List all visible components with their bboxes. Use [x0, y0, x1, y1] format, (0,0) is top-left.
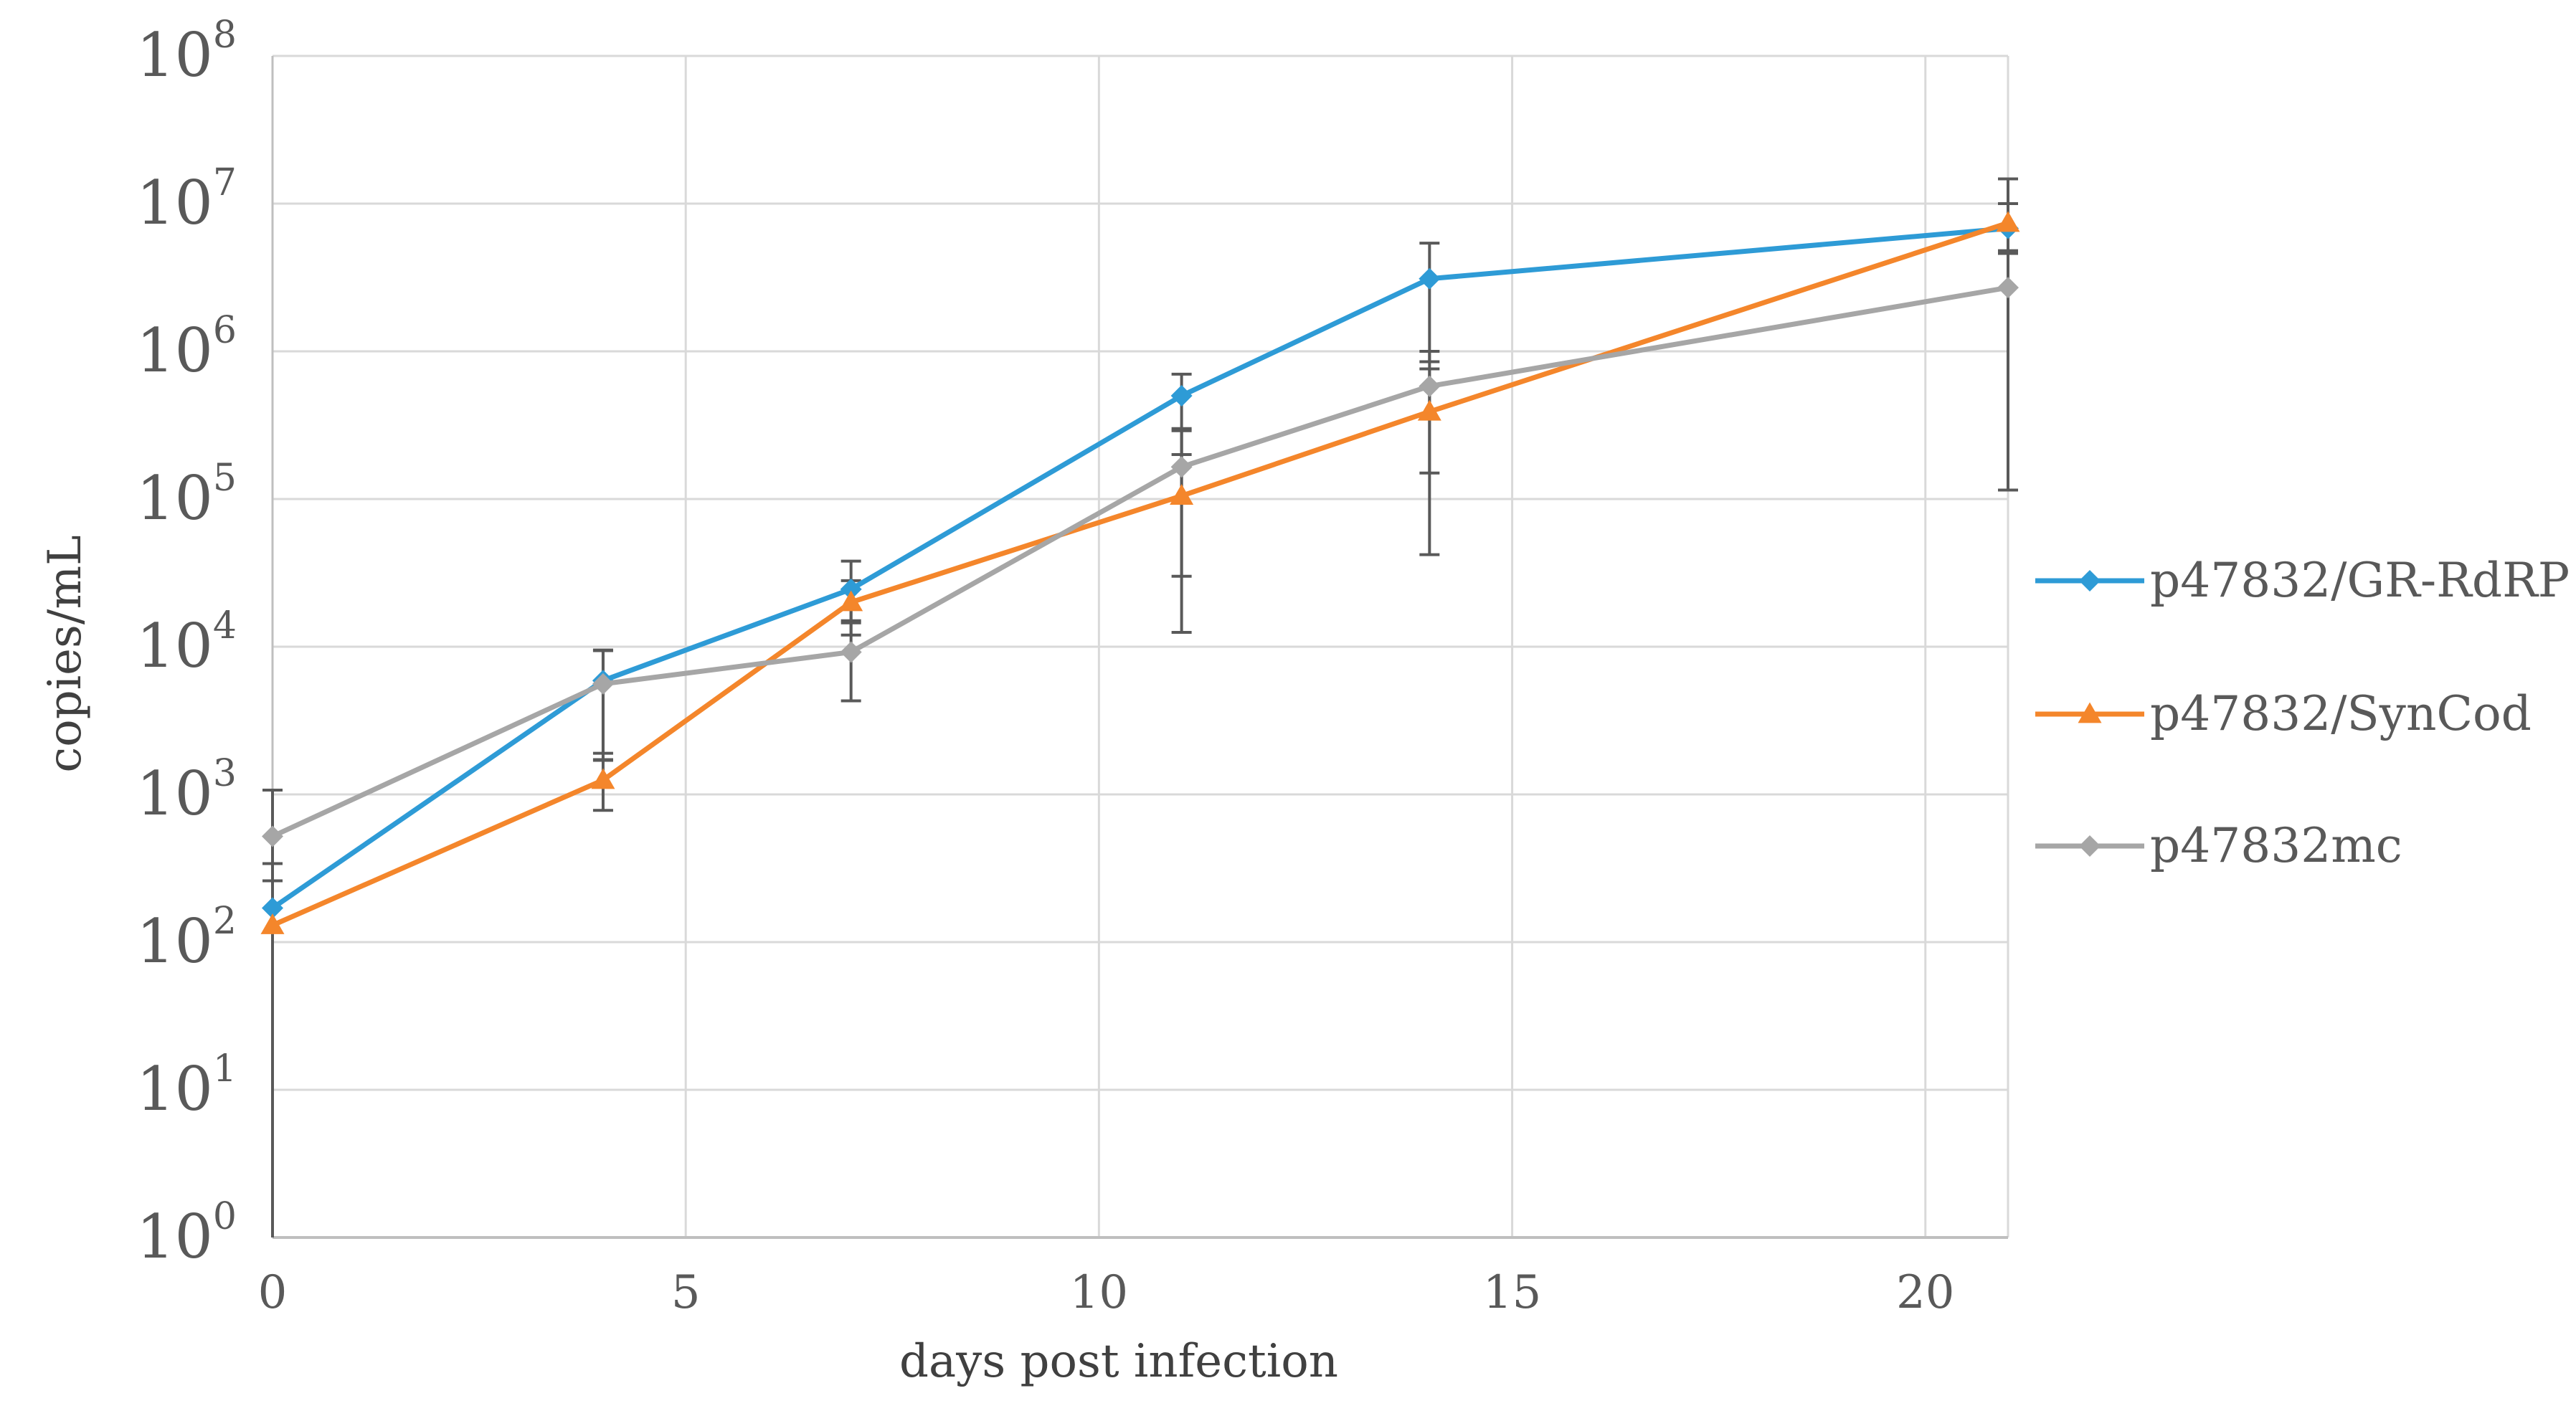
y-tick-label: 107	[136, 161, 237, 238]
data-point	[591, 768, 615, 789]
x-tick-label: 5	[671, 1266, 701, 1319]
data-point	[1417, 399, 1441, 421]
data-point	[262, 825, 283, 847]
legend-marker	[2079, 570, 2101, 592]
data-point	[1419, 267, 1441, 290]
legend-label: p47832/GR-RdRP	[2150, 553, 2570, 608]
series-lines	[260, 211, 2020, 934]
legend-label: p47832/SynCod	[2150, 686, 2532, 741]
y-axis-title: copies/mL	[39, 535, 92, 772]
x-tick-label: 0	[258, 1266, 288, 1319]
legend-marker	[2079, 835, 2101, 857]
data-point	[840, 578, 862, 600]
data-point	[262, 897, 283, 919]
data-point	[1996, 211, 2020, 232]
data-point	[1170, 484, 1194, 505]
legend: p47832/GR-RdRP p47832/SynCod p47832mc	[2035, 553, 2570, 873]
y-axis-ticks: 100 101 102 103 104 105 106 107 108	[136, 14, 237, 1272]
data-point	[840, 641, 862, 663]
legend-marker	[2078, 702, 2102, 723]
legend-item: p47832/SynCod	[2035, 686, 2532, 741]
x-axis-title: days post infection	[899, 1335, 1338, 1388]
y-tick-label: 108	[136, 14, 237, 90]
legend-label: p47832mc	[2150, 818, 2402, 873]
x-axis-ticks: 0 5 10 15 20	[258, 1266, 1955, 1319]
data-point	[260, 913, 285, 934]
data-point	[1170, 385, 1193, 407]
legend-item: p47832/GR-RdRP	[2035, 553, 2570, 608]
legend-item: p47832mc	[2035, 818, 2402, 873]
y-tick-label: 103	[136, 752, 237, 829]
data-point	[592, 673, 614, 695]
series-0	[262, 217, 2019, 919]
x-tick-label: 15	[1483, 1266, 1541, 1319]
data-point	[1997, 277, 2019, 299]
data-point	[1170, 456, 1193, 478]
series-line	[271, 285, 2009, 839]
y-tick-label: 101	[136, 1047, 237, 1124]
series-line	[271, 220, 2009, 928]
y-tick-label: 105	[136, 457, 237, 533]
grid	[271, 54, 2009, 1239]
error-bars	[262, 177, 2018, 1237]
y-tick-label: 102	[136, 900, 237, 977]
series-2	[262, 277, 2019, 847]
y-tick-label: 104	[136, 604, 237, 681]
y-tick-label: 100	[136, 1195, 237, 1272]
y-tick-label: 106	[136, 309, 237, 386]
data-point	[839, 590, 863, 612]
data-point	[1419, 375, 1441, 397]
series-1	[260, 211, 2020, 934]
series-line	[271, 226, 2009, 911]
x-tick-label: 10	[1070, 1266, 1128, 1319]
x-tick-label: 20	[1896, 1266, 1954, 1319]
